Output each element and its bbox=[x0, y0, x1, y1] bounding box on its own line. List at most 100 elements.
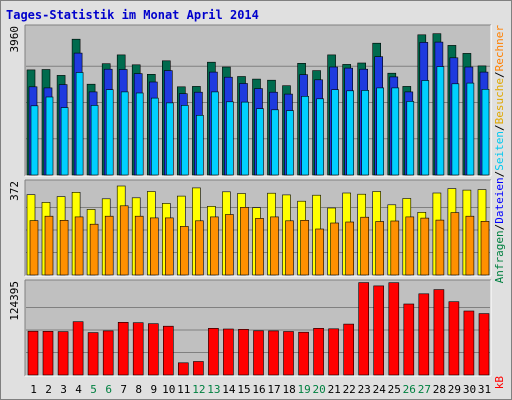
bar-rechner-day-21 bbox=[330, 222, 339, 276]
bar-kb-day-6 bbox=[102, 330, 114, 376]
bar-kb-day-5 bbox=[87, 332, 99, 376]
bar-rechner-day-2 bbox=[44, 215, 54, 276]
bar-kb-day-8 bbox=[132, 322, 144, 376]
bar-seiten-day-30 bbox=[466, 82, 475, 176]
x-tick-label-day-21: 21 bbox=[328, 383, 341, 396]
bar-kb-day-17 bbox=[268, 330, 279, 376]
bar-seiten-day-8 bbox=[135, 92, 144, 176]
legend-separator: / bbox=[493, 124, 506, 131]
bar-kb-day-12 bbox=[193, 361, 204, 376]
bar-seiten-day-19 bbox=[301, 96, 309, 176]
x-tick-label-day-20: 20 bbox=[312, 383, 325, 396]
bar-rechner-day-8 bbox=[134, 215, 144, 276]
x-tick-label-day-2: 2 bbox=[45, 383, 52, 396]
bar-rechner-day-27 bbox=[420, 217, 430, 276]
bar-seiten-day-3 bbox=[60, 107, 69, 176]
bar-seiten-day-1 bbox=[30, 105, 39, 176]
bar-rechner-day-17 bbox=[270, 216, 279, 276]
bar-kb-day-18 bbox=[283, 331, 294, 376]
bar-kb-day-9 bbox=[148, 323, 159, 376]
bar-kb-day-30 bbox=[463, 310, 475, 376]
bar-seiten-day-17 bbox=[271, 109, 279, 176]
bar-kb-day-16 bbox=[253, 330, 264, 376]
x-tick-label-day-29: 29 bbox=[448, 383, 461, 396]
x-tick-label-day-5: 5 bbox=[90, 383, 97, 396]
x-tick-label-day-9: 9 bbox=[150, 383, 157, 396]
bar-kb-day-27 bbox=[418, 293, 430, 376]
bar-seiten-day-13 bbox=[211, 91, 219, 176]
bar-kb-day-15 bbox=[238, 328, 249, 376]
bar-kb-day-19 bbox=[298, 331, 309, 376]
bar-kb-day-22 bbox=[343, 323, 355, 376]
bar-seiten-day-2 bbox=[45, 96, 54, 176]
x-tick-label-day-23: 23 bbox=[358, 383, 371, 396]
bar-rechner-day-1 bbox=[29, 220, 39, 276]
bar-rechner-day-18 bbox=[285, 220, 294, 276]
bar-kb-day-23 bbox=[358, 282, 370, 376]
bar-seiten-day-9 bbox=[151, 97, 159, 176]
x-tick-label-day-12: 12 bbox=[192, 383, 205, 396]
chart-title: Tages-Statistik im Monat April 2014 bbox=[6, 8, 259, 22]
bar-kb-day-29 bbox=[448, 301, 460, 376]
bar-seiten-day-22 bbox=[346, 90, 355, 176]
bar-rechner-day-5 bbox=[89, 223, 99, 276]
bar-seiten-day-29 bbox=[451, 83, 460, 176]
bar-seiten-day-31 bbox=[481, 89, 490, 176]
x-tick-label-day-18: 18 bbox=[282, 383, 295, 396]
legend-separator: / bbox=[493, 224, 506, 231]
bar-rechner-day-15 bbox=[240, 207, 249, 276]
bar-seiten-day-4 bbox=[75, 72, 84, 176]
bar-rechner-day-13 bbox=[210, 216, 219, 276]
x-tick-label-day-6: 6 bbox=[105, 383, 112, 396]
bar-rechner-day-23 bbox=[360, 216, 370, 276]
series-kb bbox=[27, 282, 490, 376]
legend-kb: kB bbox=[493, 376, 506, 390]
bar-rechner-day-25 bbox=[390, 220, 400, 276]
bar-kb-day-1 bbox=[27, 330, 39, 376]
y-max-label: 3960 bbox=[8, 26, 21, 53]
bar-kb-day-7 bbox=[117, 321, 129, 376]
panel-bottom: 124395 bbox=[8, 279, 492, 377]
x-tick-label-day-11: 11 bbox=[177, 383, 190, 396]
legend-anfragen: Anfragen bbox=[493, 230, 506, 283]
bar-seiten-day-14 bbox=[226, 101, 234, 176]
bar-seiten-day-26 bbox=[406, 101, 415, 176]
bar-rechner-day-24 bbox=[375, 221, 385, 276]
bar-kb-day-13 bbox=[208, 327, 219, 376]
legend-rechner: Rechner bbox=[493, 25, 506, 72]
x-tick-label-day-16: 16 bbox=[252, 383, 265, 396]
series-rechner bbox=[29, 205, 490, 276]
bar-seiten-day-24 bbox=[376, 87, 385, 176]
x-tick-label-day-13: 13 bbox=[207, 383, 220, 396]
bar-seiten-day-16 bbox=[256, 108, 264, 176]
x-axis-labels: 1 2 3 4 5 6 7 8 9 10 11 12 13 14 15 16 17 18 19 20 21 22 23 24 2… bbox=[30, 383, 491, 396]
bar-seiten-day-6 bbox=[105, 89, 114, 176]
side-legend-text: Anfragen/Dateien/Seiten/Besuche/Rechner bbox=[493, 25, 506, 284]
x-tick-label-day-26: 26 bbox=[403, 383, 416, 396]
bar-rechner-day-28 bbox=[435, 219, 445, 276]
x-tick-label-day-8: 8 bbox=[135, 383, 142, 396]
bar-kb-day-31 bbox=[478, 313, 490, 376]
bar-rechner-day-22 bbox=[345, 221, 355, 276]
x-tick-label-day-17: 17 bbox=[267, 383, 280, 396]
x-tick-label-day-1: 1 bbox=[30, 383, 37, 396]
bar-rechner-day-30 bbox=[465, 215, 475, 276]
bar-seiten-day-7 bbox=[120, 91, 129, 176]
bar-kb-day-3 bbox=[57, 331, 69, 376]
x-tick-label-day-4: 4 bbox=[75, 383, 82, 396]
series-seiten bbox=[30, 66, 490, 176]
legend-dateien: Dateien bbox=[493, 177, 506, 223]
x-tick-label-day-14: 14 bbox=[222, 383, 236, 396]
bar-rechner-day-10 bbox=[165, 217, 174, 276]
side-legend: Anfragen/Dateien/Seiten/Besuche/Rechnerk… bbox=[493, 25, 506, 390]
bar-kb-day-25 bbox=[388, 282, 400, 376]
bar-rechner-day-6 bbox=[104, 215, 114, 276]
bar-rechner-day-11 bbox=[180, 226, 189, 276]
x-tick-label-day-10: 10 bbox=[162, 383, 175, 396]
bar-rechner-day-19 bbox=[300, 220, 309, 276]
bar-seiten-day-27 bbox=[421, 80, 430, 176]
bar-rechner-day-26 bbox=[405, 216, 415, 276]
x-tick-label-day-7: 7 bbox=[120, 383, 127, 396]
bar-seiten-day-28 bbox=[436, 66, 445, 176]
bar-seiten-day-11 bbox=[181, 105, 189, 176]
